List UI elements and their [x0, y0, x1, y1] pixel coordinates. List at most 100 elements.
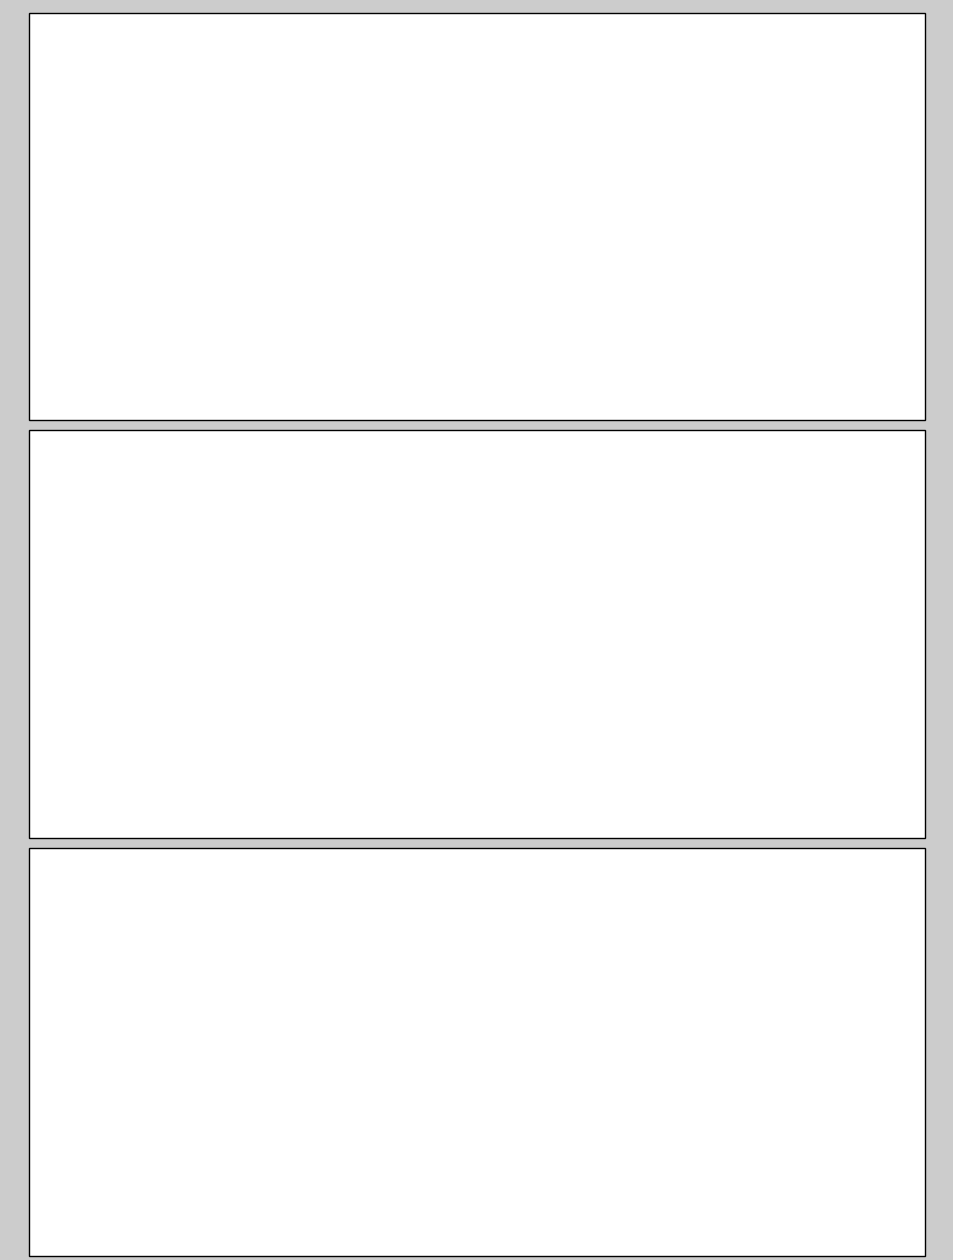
Text: → Screw connection using washers (4) and screws (5) (or half
   flanges, threade: → Screw connection using washers (4) and… [82, 1134, 360, 1164]
Text: 6.1.   Welding in the tank flange: 6.1. Welding in the tank flange [476, 451, 678, 461]
Text: BBS  1.4435 BN2   Ht. 123456   DN20 · DIN   Std 0+00: BBS 1.4435 BN2 Ht. 123456 DN20 · DIN Std… [91, 315, 260, 319]
Bar [342, 1237, 566, 1252]
Text: 5.   TECHNICAL DATA: 5. TECHNICAL DATA [47, 33, 209, 47]
Text: → Carefully attach grooved flange (3) (or clamp). Ensure that the
   O-ring is i: → Carefully attach grooved flange (3) (o… [82, 1101, 377, 1120]
Bar [575, 320, 898, 341]
Text: english: english [642, 822, 678, 832]
Text: • Carefully remove all grinding dust and acid-cleaning residue.: • Carefully remove all grinding dust and… [476, 673, 761, 682]
Bar [450, 62, 898, 86]
Text: 2: 2 [559, 891, 564, 896]
Text: M 16: M 16 [368, 1187, 393, 1197]
Text: Tab. 2:   Tightening torque Type BBS-07 tank flange: Tab. 2: Tightening torque Type BBS-07 ta… [82, 1223, 299, 1232]
Text: 1: 1 [138, 881, 143, 890]
Bar [450, 320, 575, 341]
Text: english: english [436, 404, 472, 415]
Text: 5.2.   Standards (if applicable): 5.2. Standards (if applicable) [47, 121, 236, 131]
Text: → Insert O-ring (2) by hand (do not use any tools or sharp imple-
   ments) into: → Insert O-ring (2) by hand (do not use … [82, 1068, 375, 1089]
Bar [221, 979, 248, 989]
Bar [163, 950, 190, 975]
Text: The applied standards which are used to demonstrate compliance with
the EC Direc: The applied standards which are used to … [47, 144, 369, 173]
Bar [558, 934, 575, 999]
Text: MAN 1000205436   ML  Version: -  Status: RL (released | freigegeben)  printed: 2: MAN 1000205436 ML Version: - Status: RL … [36, 493, 42, 776]
Circle shape [165, 959, 179, 966]
Text: Disassembly is in reverse sequence to assembly.: Disassembly is in reverse sequence to as… [476, 1206, 698, 1215]
Bar [513, 926, 553, 1008]
Bar [548, 819, 772, 835]
Text: Tab. 1:   Sealing materials BBS-07 tank flange: Tab. 1: Sealing materials BBS-07 tank fl… [450, 141, 641, 150]
Bar [284, 979, 311, 989]
Bar [745, 253, 898, 273]
Text: 3: 3 [586, 891, 591, 896]
Text: 4: 4 [654, 891, 658, 896]
Text: Material: Material [67, 373, 98, 383]
Text: 5.1.   Conformity: 5.1. Conformity [47, 66, 152, 76]
Text: 6: 6 [833, 891, 837, 896]
Text: Fluids: Fluids [579, 346, 604, 355]
Bar [29, 1234, 924, 1256]
Bar [118, 917, 163, 1008]
Text: • When working on the product or the system, always switch off the
  pressure an: • When working on the product or the sys… [95, 534, 405, 554]
Bar [257, 1183, 306, 1201]
Text: Material
batch number: Material batch number [153, 373, 208, 393]
Text: 4: 4 [47, 404, 53, 415]
Bar [82, 1201, 208, 1220]
Text: When cleaning the weld seam by grinding or acid cleaning, observe
the following : When cleaning the weld seam by grinding … [476, 640, 785, 660]
Bar [575, 180, 745, 207]
Text: • Do not weld in the assembled product. It is essential to remove
  the O-ring a: • Do not weld in the assembled product. … [485, 507, 787, 536]
Text: FEP: FEP [509, 118, 525, 127]
Text: Danger – high pressure and discharge of medium!: Danger – high pressure and discharge of … [95, 514, 351, 523]
Bar [208, 1201, 257, 1220]
Text: 6.2.   Assembling tank flange: 6.2. Assembling tank flange [82, 864, 265, 874]
Text: NOTE!: NOTE! [476, 474, 511, 484]
Bar [575, 294, 898, 320]
Text: 280: 280 [274, 1206, 291, 1215]
Bar [82, 475, 423, 805]
Text: MAN 1000205436   ML  Version: -  Status: RL (released | freigegeben)  printed: 2: MAN 1000205436 ML Version: - Status: RL … [36, 911, 42, 1194]
Text: 5: 5 [743, 891, 747, 896]
Bar [745, 233, 898, 253]
Text: does not comes into
contact with medium: does not comes into contact with medium [579, 210, 669, 229]
Text: Permitted appli-
cation temperature: Permitted appli- cation temperature [454, 297, 536, 318]
Text: 2: 2 [174, 881, 179, 890]
Text: 5.3.   Identification: 5.3. Identification [47, 184, 166, 194]
Text: glass: glass [530, 883, 562, 893]
Text: • Secure system from unintentional activation.: • Secure system from unintentional activ… [95, 635, 309, 644]
Text: • Check sealing contour for damage.: • Check sealing contour for damage. [476, 757, 643, 766]
Text: • Do not damage the label.: • Do not damage the label. [476, 692, 600, 701]
Text: Ambient temperature: Ambient temperature [454, 326, 545, 335]
Bar [199, 922, 213, 995]
Bar [450, 294, 575, 320]
Bar [82, 1183, 208, 1201]
Text: 6.   ASSEMBLY: 6. ASSEMBLY [82, 451, 193, 465]
Bar [337, 936, 364, 946]
Bar [337, 979, 364, 989]
Text: Leak due to damaged sealing contour!: Leak due to damaged sealing contour! [485, 554, 681, 564]
Text: • There must be no material abrasion on the sealing edges. Material
  abrasion w: • There must be no material abrasion on … [476, 709, 790, 740]
Text: Borosilicate glass: Borosilicate glass [750, 238, 823, 247]
Bar [616, 942, 642, 950]
Text: M 12: M 12 [318, 1187, 343, 1197]
Text: O-ring: O-ring [579, 258, 606, 268]
Text: Media: Media [454, 346, 479, 355]
Text: 149: 149 [224, 1206, 241, 1215]
Bar [687, 983, 714, 992]
Text: Nominal connection
diameter with pipe standard: Nominal connection diameter with pipe st… [278, 373, 388, 393]
Text: • Wear protective equipment if media is hazardous.: • Wear protective equipment if media is … [95, 563, 331, 572]
Text: EPDM/FEP: EPDM/FEP [750, 258, 792, 268]
Bar [745, 180, 898, 207]
Text: −40 °C to 90 °C, briefly up to 140 °C: −40 °C to 90 °C, briefly up to 140 °C [593, 93, 760, 103]
Text: 3: 3 [214, 881, 219, 890]
Text: 6.4.   Disassembly: 6.4. Disassembly [476, 1187, 591, 1197]
Bar [284, 936, 311, 946]
Bar [100, 273, 315, 299]
Text: M 10: M 10 [270, 1187, 294, 1197]
Text: Stainless steel 1.4401
or equivalent: Stainless steel 1.4401 or equivalent [750, 210, 842, 229]
Text: Operating pressure: Operating pressure [454, 370, 536, 379]
Bar [29, 398, 924, 421]
Bar [687, 942, 714, 950]
Text: → Carefully attach glass pane (3). Ensure that the O-ring is in the
   correct p: → Carefully attach glass pane (3). Ensur… [476, 1101, 773, 1120]
Bar [575, 362, 898, 388]
Text: M 08: M 08 [220, 1187, 245, 1197]
Bar [575, 341, 898, 362]
Text: 6.3.   Assembling tank flange with inspection: 6.3. Assembling tank flange with inspect… [476, 864, 759, 874]
